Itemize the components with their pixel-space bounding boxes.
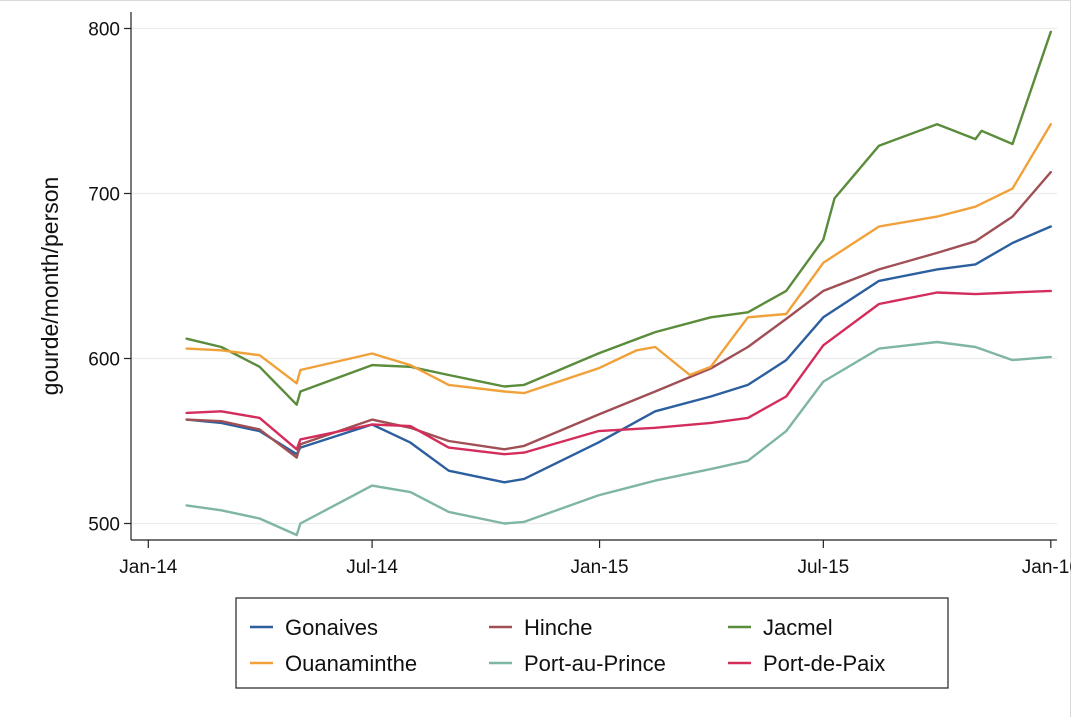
series-line-hinche xyxy=(185,170,1053,459)
y-tick-label-500: 500 xyxy=(88,515,120,536)
y-tick-label-600: 600 xyxy=(88,350,120,371)
legend-label-gonaives: Gonaives xyxy=(285,615,378,640)
x-tick-label-Jul-15: Jul-15 xyxy=(797,557,849,578)
legend-box xyxy=(235,597,949,689)
gridlines xyxy=(131,27,1057,525)
series-lines xyxy=(185,30,1053,537)
y-axis-title: gourde/month/person xyxy=(37,177,63,396)
legend-label-hinche: Hinche xyxy=(524,615,592,640)
x-tick-label-Jul-14: Jul-14 xyxy=(346,557,398,578)
legend-label-port-de-paix: Port-de-Paix xyxy=(763,651,885,676)
legend-label-ouanaminthe: Ouanaminthe xyxy=(285,651,417,676)
legend: Gonaives Hinche Jacmel Ouanaminthe Port-au-P… xyxy=(235,597,949,689)
series-line-ouanaminthe xyxy=(185,122,1053,395)
y-tick-label-700: 700 xyxy=(88,185,120,206)
x-tick-label-Jan-14: Jan-14 xyxy=(119,557,178,578)
legend-label-jacmel: Jacmel xyxy=(763,615,833,640)
x-tick-label-Jan-16: Jan-16 xyxy=(1022,557,1071,578)
x-tick-label-Jan-15: Jan-15 xyxy=(571,557,629,578)
series-line-port-de-paix xyxy=(185,289,1053,456)
series-line-jacmel xyxy=(185,30,1053,406)
legend-label-port-au-prince: Port-au-Prince xyxy=(524,651,666,676)
series-line-port-au-prince xyxy=(185,340,1053,537)
y-tick-label-800: 800 xyxy=(88,20,120,41)
axes: gourde/month/person 500 600 700 800 Jan-14 Ju… xyxy=(37,12,1071,578)
series-line-gonaives xyxy=(185,225,1053,484)
